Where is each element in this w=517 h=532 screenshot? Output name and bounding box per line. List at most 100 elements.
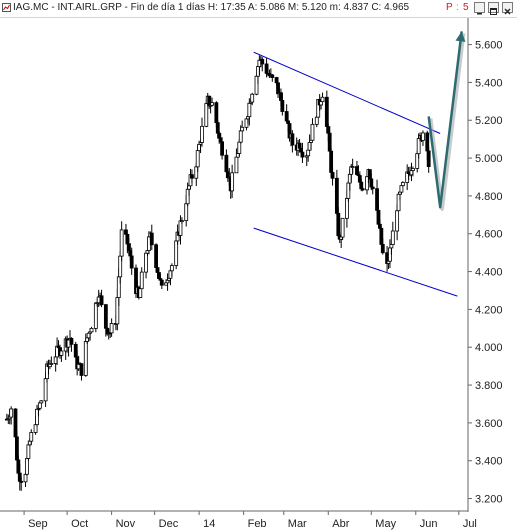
candle-body-up (37, 402, 42, 409)
price-chart[interactable]: 5.600 5.400 5.200 5.000 4.800 4.600 4.400 4.200… (0, 18, 517, 532)
minimize-button[interactable] (474, 2, 485, 15)
y-tick-label: 4.800 (475, 191, 503, 203)
candlestick-series (4, 55, 431, 491)
candle-body-down (79, 363, 84, 376)
candle-body-up (59, 350, 64, 356)
candle-body-down (280, 100, 285, 112)
candle-body-up (9, 408, 14, 418)
candle-body-down (380, 243, 385, 254)
x-tick-label: Jun (420, 518, 438, 530)
flag-separator: : (456, 2, 459, 13)
candle-body-down (330, 172, 335, 179)
candle-body-down (260, 58, 265, 65)
candle (270, 73, 275, 82)
title-bar[interactable]: IAG.MC - INT.AIRL.GRP - Fin de día 1 día… (0, 0, 517, 18)
candle-body-up (39, 400, 44, 404)
y-tick-label: 4.400 (475, 267, 503, 279)
candle (89, 326, 94, 333)
candle-body-up (421, 132, 425, 141)
candle (260, 56, 265, 72)
candle-body-up (139, 271, 144, 290)
x-tick-label: Mar (288, 518, 307, 530)
projection-arrow-line (427, 31, 463, 209)
candle-body-up (319, 101, 323, 106)
candle (350, 158, 355, 174)
candle-body-up (320, 96, 325, 103)
candle-body-down (19, 480, 24, 483)
candle-body-up (89, 327, 94, 333)
candle (340, 217, 345, 241)
maximize-icon (490, 8, 497, 15)
candle-body-up (119, 229, 124, 257)
candle (370, 186, 375, 195)
y-tick-label: 3.200 (475, 494, 503, 506)
candle-body-up (240, 126, 245, 132)
candle-body-up (138, 288, 143, 298)
candle-body-up (83, 341, 88, 376)
candle (426, 147, 431, 173)
y-tick-label: 4.000 (475, 342, 503, 354)
candle-body-up (400, 182, 405, 187)
x-tick-label: Sep (28, 518, 48, 530)
candle (59, 347, 64, 362)
candle-body-up (314, 116, 319, 125)
close-icon (504, 8, 511, 15)
candle-body-up (310, 123, 315, 141)
candle-body-up (389, 244, 394, 249)
candle-body-up (26, 444, 31, 459)
candle-body-up (234, 156, 239, 174)
x-tick-label: Jul (463, 518, 477, 530)
candle (320, 92, 325, 103)
candle (139, 267, 144, 290)
candle (159, 279, 164, 290)
candle-body-down (159, 279, 164, 286)
candle-body-down (324, 96, 329, 127)
y-tick-label: 4.200 (475, 304, 503, 316)
candle (400, 181, 405, 187)
y-axis: 5.600 5.400 5.200 5.000 4.800 4.600 4.400 4.200… (467, 18, 503, 512)
candle-body-down (274, 77, 279, 84)
candle-body-down (214, 102, 219, 124)
projection-arrow-shadow (428, 33, 466, 212)
y-tick-label: 5.200 (475, 115, 503, 127)
y-tick-label: 3.400 (475, 456, 503, 468)
candle-body-up (204, 103, 209, 127)
candle (310, 118, 315, 141)
maximize-button[interactable] (488, 2, 499, 15)
x-tick-label: 14 (203, 518, 215, 530)
candle (9, 406, 14, 425)
y-tick-label: 5.000 (475, 153, 503, 165)
x-axis: Sep Oct Nov Dec 14 Feb Mar Abr May Jun Jul (0, 510, 477, 530)
candle-body-down (360, 188, 365, 191)
candle (169, 263, 174, 277)
candle (19, 477, 24, 491)
candle-body-down (290, 133, 295, 146)
candle-body-up (247, 102, 252, 118)
candle-body-down (220, 141, 224, 156)
candle-body-up (237, 141, 242, 154)
projection-arrow-head (455, 31, 466, 42)
candle (360, 187, 365, 192)
x-tick-label: Dec (159, 518, 179, 530)
close-button[interactable] (502, 2, 513, 15)
channel-upper-line (253, 51, 441, 134)
candle-body-down (300, 151, 305, 158)
y-tick-label: 5.600 (475, 40, 503, 52)
candle (180, 217, 184, 224)
y-tick-label: 4.600 (475, 229, 503, 241)
candle-body-down (69, 337, 74, 345)
candle-body-down (149, 232, 154, 246)
candle-body-up (340, 217, 345, 238)
candle (119, 221, 124, 262)
candle (210, 97, 214, 106)
candle-body-down (370, 186, 375, 190)
candle-body-up (180, 220, 184, 223)
candle (290, 130, 295, 153)
y-tick-label: 5.400 (475, 77, 503, 89)
candle-body-down (426, 150, 431, 167)
candle-body-down (103, 304, 108, 329)
candle-body-up (210, 102, 214, 106)
candle-body-up (195, 150, 200, 168)
candle-body-down (190, 174, 194, 179)
